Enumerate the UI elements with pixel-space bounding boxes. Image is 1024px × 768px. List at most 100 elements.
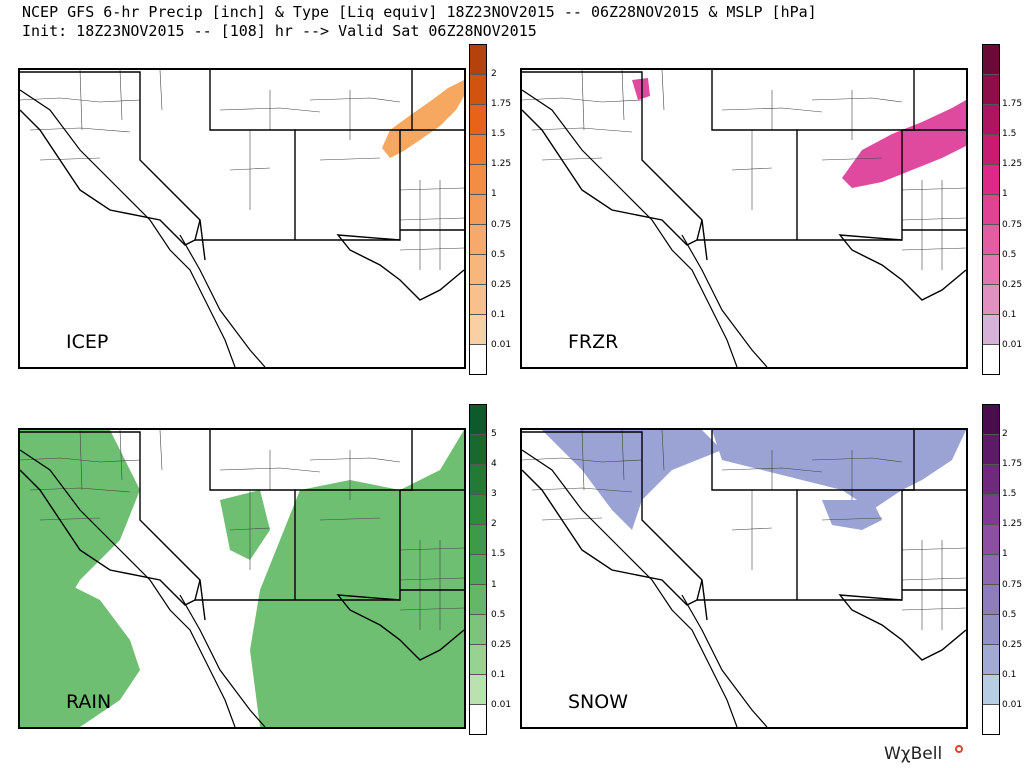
colorbar-cell (470, 105, 486, 135)
colorbar-tick-label: 0.75 (1002, 219, 1023, 230)
colorbar-cell (983, 555, 999, 585)
colorbar-cell (983, 645, 999, 675)
colorbar-tick-label: 0.01 (491, 339, 512, 350)
icep-state-borders (20, 70, 464, 301)
rain-panel-label: RAIN (66, 691, 112, 713)
colorbar-cell (470, 135, 486, 165)
icep-county-lines (20, 70, 464, 270)
snow-coastline (522, 449, 768, 727)
colorbar-tick-label: 0.01 (1002, 339, 1023, 350)
wxbell-logo: WχBell (884, 744, 943, 764)
rain-colorbar-labels: 5 4 3 2 1.5 1 0.5 0.25 0.1 0.01 (491, 404, 531, 735)
icep-panel-label: ICEP (66, 331, 109, 353)
colorbar-tick-label: 0.1 (1002, 309, 1017, 320)
colorbar-tick-label: 0.5 (491, 249, 506, 260)
colorbar-tick-label: 0.75 (1002, 579, 1023, 590)
icep-precip-area (382, 80, 464, 158)
colorbar-cell (470, 165, 486, 195)
colorbar-cell (983, 195, 999, 225)
snow-state-borders (522, 430, 966, 661)
colorbar-tick-label: 1.75 (491, 99, 512, 110)
colorbar-cell (470, 555, 486, 585)
colorbar-cell (470, 75, 486, 105)
rain-map-panel: RAIN (18, 428, 466, 729)
colorbar-cell (983, 525, 999, 555)
colorbar-tick-label: 1.75 (1002, 459, 1023, 470)
colorbar-cell (983, 255, 999, 285)
colorbar-tick-label: 0.25 (491, 279, 512, 290)
icep-coastline (20, 89, 266, 367)
snow-county-lines (522, 430, 966, 630)
colorbar-cell (470, 705, 486, 734)
rain-map (20, 430, 464, 727)
colorbar-tick-label: 1 (1002, 189, 1008, 200)
colorbar-cell (983, 105, 999, 135)
colorbar-tick-label: 1.75 (1002, 99, 1023, 110)
rain-precip-area (20, 430, 464, 727)
logo-dot-icon (955, 745, 963, 753)
colorbar-cell (983, 165, 999, 195)
rain-state-borders (20, 430, 464, 661)
colorbar-cell (983, 615, 999, 645)
colorbar-cell (470, 255, 486, 285)
colorbar-tick-label: 0.01 (1002, 699, 1023, 710)
colorbar-tick-label: 0.25 (1002, 279, 1023, 290)
colorbar-tick-label: 0.25 (1002, 639, 1023, 650)
colorbar-tick-label: 2 (1002, 429, 1008, 440)
colorbar-tick-label: 0.25 (491, 639, 512, 650)
rain-county-lines (20, 430, 464, 630)
colorbar-tick-label: 1.5 (491, 549, 506, 560)
colorbar-tick-label: 2 (491, 69, 497, 80)
frzr-state-borders (522, 70, 966, 301)
colorbar-cell (983, 75, 999, 105)
snow-colorbar (982, 404, 1000, 735)
icep-map (20, 70, 464, 367)
map-title: NCEP GFS 6-hr Precip [inch] & Type [Liq … (22, 3, 817, 21)
colorbar-tick-label: 0.75 (491, 219, 512, 230)
colorbar-tick-label: 4 (491, 459, 497, 470)
colorbar-cell (470, 435, 486, 465)
frzr-map-panel: FRZR (520, 68, 968, 369)
colorbar-cell (983, 285, 999, 315)
colorbar-cell (470, 495, 486, 525)
colorbar-tick-label: 1.25 (1002, 159, 1023, 170)
colorbar-tick-label: 5 (491, 429, 497, 440)
colorbar-tick-label: 0.1 (1002, 669, 1017, 680)
colorbar-cell (983, 705, 999, 734)
colorbar-cell (983, 585, 999, 615)
colorbar-cell (470, 405, 486, 435)
colorbar-cell (470, 585, 486, 615)
colorbar-cell (470, 45, 486, 75)
colorbar-tick-label: 1.25 (491, 159, 512, 170)
frzr-county-lines (522, 70, 966, 270)
colorbar-cell (470, 675, 486, 705)
colorbar-cell (470, 645, 486, 675)
frzr-colorbar (982, 44, 1000, 375)
colorbar-tick-label: 0.1 (491, 669, 506, 680)
colorbar-cell (983, 345, 999, 374)
map-subtitle: Init: 18Z23NOV2015 -- [108] hr --> Valid… (22, 22, 537, 40)
snow-map-panel: SNOW (520, 428, 968, 729)
icep-map-panel: ICEP (18, 68, 466, 369)
colorbar-tick-label: 0.5 (1002, 609, 1017, 620)
colorbar-tick-label: 2 (491, 519, 497, 530)
colorbar-cell (983, 495, 999, 525)
frzr-coastline (522, 89, 768, 367)
colorbar-cell (983, 465, 999, 495)
rain-colorbar (469, 404, 487, 735)
snow-colorbar-labels: 2 1.75 1.5 1.25 1 0.75 0.5 0.25 0.1 0.01 (1002, 404, 1024, 735)
snow-panel-label: SNOW (568, 691, 629, 713)
colorbar-cell (470, 465, 486, 495)
colorbar-cell (983, 225, 999, 255)
colorbar-tick-label: 0.01 (491, 699, 512, 710)
colorbar-cell (983, 405, 999, 435)
colorbar-tick-label: 1 (491, 189, 497, 200)
colorbar-cell (983, 45, 999, 75)
icep-colorbar-labels: 2 1.75 1.5 1.25 1 0.75 0.5 0.25 0.1 0.01 (491, 44, 531, 375)
colorbar-cell (470, 315, 486, 345)
rain-coastline (20, 449, 266, 727)
colorbar-cell (470, 285, 486, 315)
colorbar-cell (470, 525, 486, 555)
snow-precip-area (542, 430, 966, 530)
colorbar-cell (983, 435, 999, 465)
